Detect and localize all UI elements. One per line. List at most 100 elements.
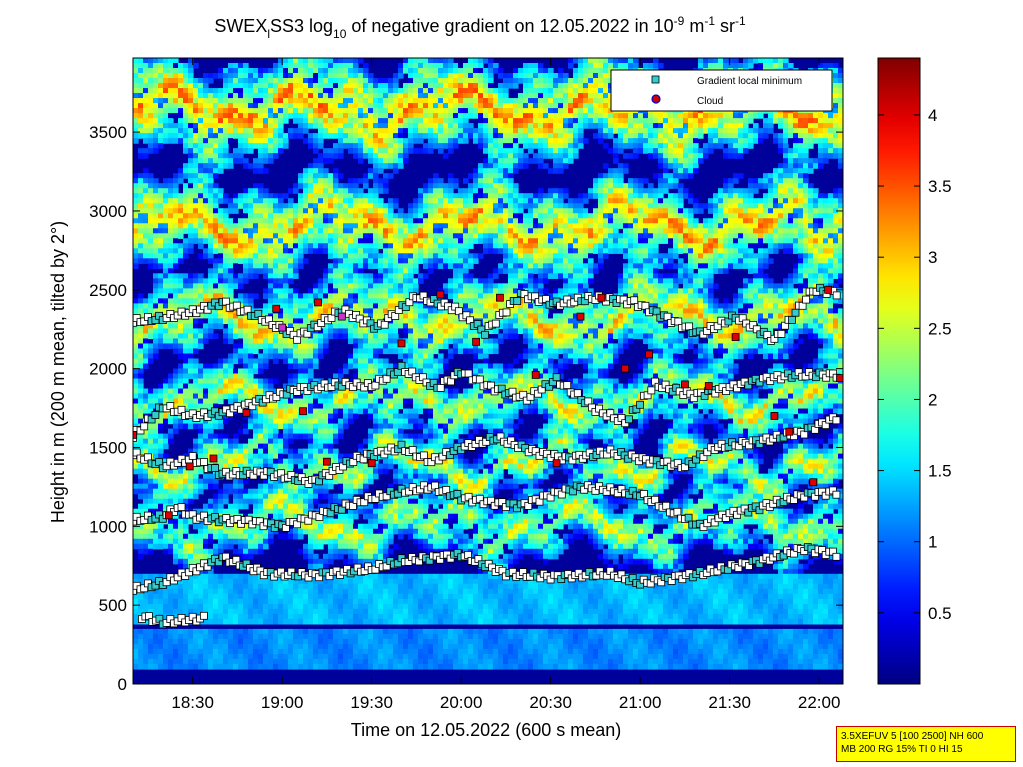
heatmap-cell <box>243 428 249 435</box>
heatmap-cell <box>238 298 244 304</box>
heatmap-cell <box>283 283 289 289</box>
heatmap-cell <box>158 338 164 345</box>
heatmap-cell <box>228 613 234 620</box>
heatmap-cell <box>223 158 229 164</box>
heatmap-cell <box>363 203 369 209</box>
heatmap-cell <box>373 153 379 159</box>
heatmap-cell <box>138 508 144 515</box>
heatmap-cell <box>153 448 159 455</box>
heatmap-cell <box>368 543 374 550</box>
heatmap-cell <box>198 488 204 495</box>
heatmap-cell <box>258 643 264 650</box>
heatmap-cell <box>223 443 229 450</box>
heatmap-cell <box>368 478 374 485</box>
heatmap-cell <box>298 253 304 259</box>
heatmap-cell <box>318 503 324 510</box>
heatmap-cell <box>298 608 304 615</box>
heatmap-cell <box>163 58 169 64</box>
heatmap-cell <box>348 508 354 515</box>
heatmap-cell <box>238 573 244 580</box>
heatmap-cell <box>363 548 369 555</box>
heatmap-cell <box>148 523 154 530</box>
heatmap-cell <box>283 598 289 605</box>
heatmap-cell <box>308 358 314 365</box>
heatmap-cell <box>143 408 149 415</box>
heatmap-cell <box>363 343 369 350</box>
heatmap-cell <box>233 503 239 510</box>
heatmap-cell <box>198 448 204 455</box>
heatmap-cell <box>333 268 339 274</box>
heatmap-cell <box>178 518 184 525</box>
heatmap-cell <box>368 438 374 445</box>
heatmap-cell <box>148 308 154 315</box>
heatmap-cell <box>248 423 254 430</box>
heatmap-cell <box>138 188 144 194</box>
heatmap-cell <box>263 493 269 500</box>
heatmap-cell <box>198 508 204 515</box>
heatmap-cell <box>188 243 194 249</box>
heatmap-cell <box>358 198 364 204</box>
heatmap-cell <box>148 658 154 665</box>
heatmap-cell <box>283 273 289 279</box>
heatmap-cell <box>158 608 164 615</box>
heatmap-cell <box>313 363 319 370</box>
heatmap-cell <box>338 578 344 585</box>
heatmap-cell <box>243 358 249 365</box>
heatmap-cell <box>253 138 259 144</box>
heatmap-cell <box>253 208 259 214</box>
heatmap-cell <box>283 338 289 345</box>
heatmap-cell <box>258 488 264 495</box>
heatmap-cell <box>283 408 289 415</box>
heatmap-cell <box>298 318 304 325</box>
heatmap-cell <box>338 123 344 129</box>
heatmap-cell <box>243 193 249 199</box>
heatmap-cell <box>308 543 314 550</box>
heatmap-cell <box>273 223 279 229</box>
heatmap-cell <box>193 438 199 445</box>
heatmap-cell <box>353 608 359 615</box>
heatmap-cell <box>188 348 194 355</box>
heatmap-cell <box>268 478 274 485</box>
heatmap-cell <box>148 83 154 89</box>
heatmap-cell <box>248 438 254 445</box>
heatmap-cell <box>363 408 369 415</box>
heatmap-cell <box>203 453 209 460</box>
heatmap-cell <box>148 343 154 350</box>
heatmap-cell <box>198 548 204 555</box>
heatmap-cell <box>248 78 254 84</box>
heatmap-cell <box>358 253 364 259</box>
heatmap-cell <box>213 498 219 505</box>
heatmap-cell <box>318 393 324 400</box>
heatmap-cell <box>148 573 154 580</box>
heatmap-cell <box>228 88 234 94</box>
heatmap-cell <box>153 273 159 279</box>
heatmap-cell <box>173 298 179 304</box>
heatmap-cell <box>218 658 224 665</box>
heatmap-cell <box>363 543 369 550</box>
heatmap-cell <box>258 453 264 460</box>
heatmap-cell <box>313 338 319 345</box>
heatmap-cell <box>283 193 289 199</box>
heatmap-cell <box>243 543 249 550</box>
heatmap-cell <box>208 248 214 254</box>
heatmap-cell <box>368 343 374 350</box>
heatmap-cell <box>183 248 189 254</box>
heatmap-cell <box>168 593 174 600</box>
heatmap-cell <box>163 548 169 555</box>
heatmap-cell <box>333 638 339 645</box>
heatmap-cell <box>288 628 294 635</box>
heatmap-cell <box>353 238 359 244</box>
heatmap-cell <box>358 98 364 104</box>
heatmap-cell <box>233 658 239 665</box>
heatmap-cell <box>233 233 239 239</box>
heatmap-cell <box>243 533 249 540</box>
heatmap-cell <box>218 393 224 400</box>
heatmap-cell <box>308 208 314 214</box>
heatmap-cell <box>243 593 249 600</box>
heatmap-cell <box>243 158 249 164</box>
heatmap-cell <box>258 198 264 204</box>
heatmap-cell <box>198 138 204 144</box>
heatmap-cell <box>328 648 334 655</box>
heatmap-cell <box>148 78 154 84</box>
heatmap-cell <box>328 638 334 645</box>
